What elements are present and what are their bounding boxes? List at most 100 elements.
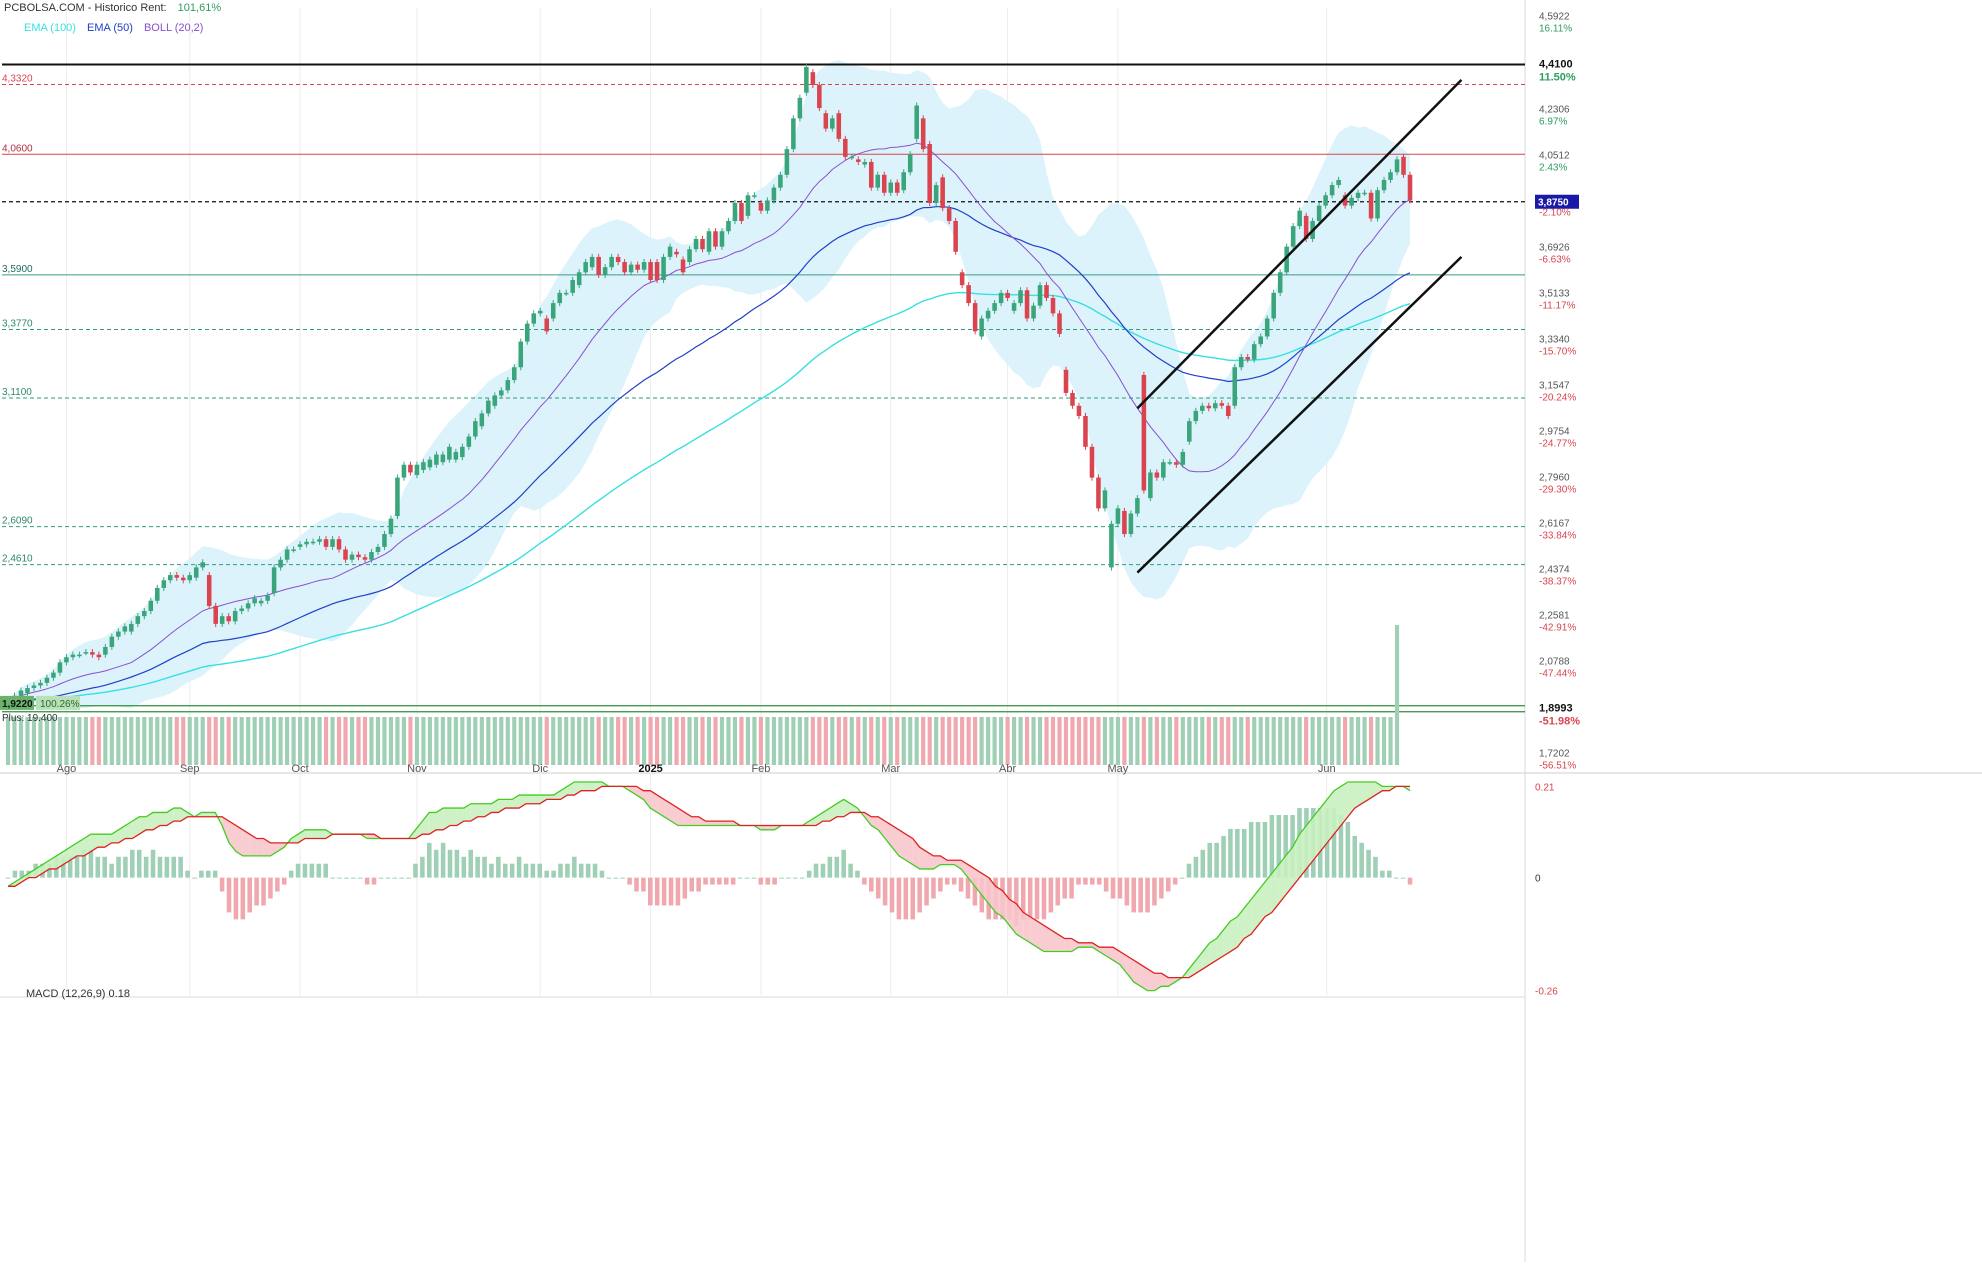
- candle-body: [349, 554, 355, 560]
- macd-histogram-bar: [1055, 877, 1061, 906]
- macd-fill: [325, 829, 333, 839]
- macd-histogram-bar: [910, 877, 916, 920]
- macd-fill: [636, 786, 644, 800]
- candle-body: [304, 541, 309, 545]
- date-axis: Ago Sep Oct Nov Dic 2025 Feb Mar Abr May Jun: [57, 763, 1336, 775]
- macd-fill: [539, 795, 547, 804]
- macd-fill: [1050, 929, 1058, 952]
- volume-bar: [12, 717, 17, 765]
- macd-fill: [829, 803, 837, 822]
- candle-body: [18, 690, 24, 696]
- volume-bar: [252, 717, 257, 765]
- candle-body: [765, 200, 770, 211]
- volume-bar: [1148, 717, 1153, 765]
- volume-bar: [830, 717, 835, 765]
- pct-tick: -11.17%: [1539, 301, 1576, 312]
- channel-upper-line: [1136, 78, 1463, 410]
- month-label: May: [1108, 763, 1129, 775]
- macd-histogram-bar: [751, 877, 757, 879]
- macd-histogram-bar: [516, 856, 522, 878]
- candle-body: [1018, 290, 1023, 304]
- macd-fill: [443, 808, 451, 830]
- macd-fill: [581, 782, 589, 791]
- volume-bar: [810, 717, 815, 765]
- volume-bar: [1063, 717, 1069, 765]
- macd-fill: [166, 808, 174, 826]
- macd-fill: [1347, 782, 1355, 817]
- volume-bar: [642, 717, 647, 765]
- candle-body: [946, 208, 952, 221]
- legend-ema100[interactable]: EMA (100): [24, 22, 76, 34]
- macd-histogram-bar: [440, 842, 446, 878]
- volume-bar: [719, 717, 725, 765]
- macd-fill: [56, 851, 64, 869]
- macd-fill: [664, 799, 672, 822]
- macd-histogram-bar: [150, 849, 156, 878]
- macd-fill: [28, 868, 36, 878]
- macd-histogram-bar: [281, 877, 287, 885]
- volume-bar: [1252, 717, 1257, 765]
- volume-bar: [771, 717, 776, 765]
- candle-body: [778, 174, 783, 188]
- macd-fill: [1154, 973, 1162, 991]
- macd-histogram-bar: [1248, 821, 1254, 878]
- macd-fill: [1299, 825, 1307, 878]
- macd-fill: [1258, 881, 1265, 926]
- volume-bar: [849, 717, 854, 765]
- macd-fill: [1375, 782, 1383, 796]
- macd-histogram-bar: [965, 877, 971, 899]
- volume-bar: [914, 717, 919, 765]
- candle-body: [1381, 179, 1387, 191]
- macd-fill: [484, 803, 492, 817]
- macd-histogram-bar: [212, 870, 218, 878]
- volume-bar: [272, 717, 277, 765]
- candle-body: [310, 541, 316, 544]
- macd-fill: [1264, 873, 1272, 917]
- macd-histogram-bar: [1131, 877, 1137, 913]
- candle-body: [174, 575, 180, 578]
- macd-fill: [21, 873, 29, 882]
- macd-histogram-bar: [1138, 877, 1143, 913]
- candle-body: [1161, 462, 1166, 478]
- candle-body: [1238, 356, 1244, 368]
- volume-bar: [388, 717, 394, 765]
- volume-bar: [1297, 717, 1302, 765]
- macd-histogram-bar: [523, 863, 529, 878]
- candle-body: [343, 549, 348, 560]
- candle-body: [167, 575, 173, 581]
- volume-bar: [596, 717, 601, 765]
- candle-body: [1115, 508, 1121, 524]
- volume-bar: [791, 717, 796, 765]
- volume-bar: [713, 717, 718, 765]
- legend-boll[interactable]: BOLL (20,2): [143, 22, 204, 34]
- volume-bar: [1245, 717, 1250, 765]
- macd-histogram-bar: [268, 877, 273, 899]
- candle-body: [180, 577, 186, 581]
- macd-histogram-bar: [1069, 877, 1074, 899]
- volume-bar: [414, 717, 419, 765]
- macd-fill: [1113, 947, 1120, 965]
- legend-ema50[interactable]: EMA (50): [87, 22, 133, 34]
- candle-body: [823, 113, 829, 129]
- level-label: 3,5900: [2, 264, 33, 275]
- candle-body: [641, 262, 647, 270]
- volume-bar: [395, 717, 400, 765]
- macd-fill: [967, 864, 975, 887]
- macd-fill: [1106, 947, 1114, 961]
- candle-body: [1096, 477, 1101, 509]
- macd-fill: [436, 808, 444, 830]
- macd-histogram-bar: [60, 856, 66, 878]
- volume-bar: [551, 717, 556, 765]
- volume-bar: [25, 717, 30, 765]
- macd-fill: [1237, 908, 1245, 948]
- volume-bar: [648, 717, 653, 765]
- volume-bar: [1355, 717, 1361, 765]
- volume-bar: [986, 717, 991, 765]
- volume-bar: [1330, 717, 1335, 765]
- macd-fill: [1202, 942, 1210, 969]
- volume-bar: [836, 717, 841, 765]
- level-label: 3,1100: [2, 387, 32, 398]
- volume-bar: [421, 717, 426, 765]
- macd-histogram-bar: [323, 863, 328, 878]
